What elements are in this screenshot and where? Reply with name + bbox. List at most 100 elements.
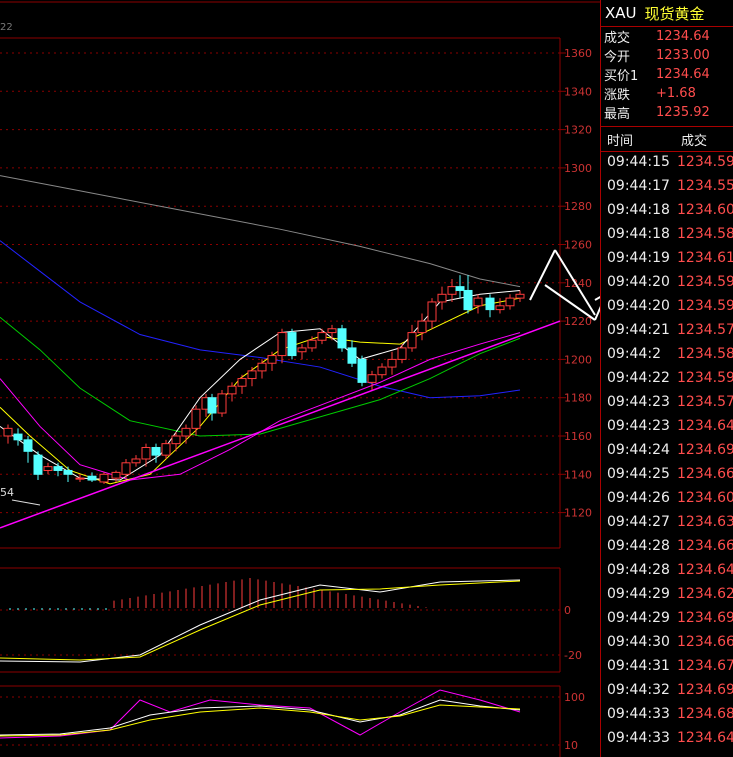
- quote-panel: XAU 现货黄金 成交 1234.64 今开 1233.00 买价1 1234.64 涨跌 +…: [600, 0, 733, 757]
- candle-body: [447, 286, 457, 295]
- tick-row[interactable]: 09:44:18 1234.58: [607, 222, 733, 246]
- tick-row[interactable]: 09:44:25 1234.66: [607, 462, 733, 486]
- price-axis-label: 1200: [564, 353, 592, 366]
- tick-time: 09:44:32: [607, 682, 670, 698]
- quote-row-value: 1233.00: [656, 48, 710, 63]
- candle-body: [33, 454, 43, 475]
- tick-time: 09:44:20: [607, 274, 670, 290]
- tick-row[interactable]: 09:44:28 1234.66: [607, 534, 733, 558]
- candle-body: [87, 475, 97, 481]
- ticks-header-time: 时间: [607, 133, 634, 149]
- tick-row[interactable]: 09:44:15 1234.59: [607, 150, 733, 174]
- ma20-line: [0, 332, 521, 481]
- ma10-line: [0, 297, 521, 485]
- candle-body: [23, 439, 33, 452]
- candle-body: [267, 355, 277, 364]
- kline-chart-area[interactable]: 22 1360 1340 1320 1300 1280 1260 1240 1220 1200 1…: [0, 0, 600, 757]
- tick-row[interactable]: 09:44:23 1234.57: [607, 390, 733, 414]
- ma120-line: [0, 175, 521, 288]
- tick-row[interactable]: 09:44:27 1234.63: [607, 510, 733, 534]
- candle-body: [417, 320, 427, 334]
- candle-body: [227, 385, 237, 395]
- tick-row[interactable]: 09:44:31 1234.67: [607, 654, 733, 678]
- tick-time: 09:44:29: [607, 610, 670, 626]
- tick-row[interactable]: 09:44:19 1234.61: [607, 246, 733, 270]
- price-axis-label: 1300: [564, 162, 592, 175]
- candle-body: [247, 370, 257, 380]
- tick-row[interactable]: 09:44:17 1234.55: [607, 174, 733, 198]
- candle-body: [75, 477, 85, 480]
- tick-row[interactable]: 09:44:33 1234.68: [607, 702, 733, 726]
- candle-body: [207, 397, 217, 414]
- tick-row[interactable]: 09:44:20 1234.59: [607, 294, 733, 318]
- tick-price: 1234.59: [677, 370, 733, 386]
- candle-body: [327, 328, 337, 334]
- candle-body: [397, 347, 407, 360]
- ticks-header-price: 成交: [681, 133, 708, 149]
- quote-row: 成交 1234.64: [601, 27, 733, 46]
- tick-time: 09:44:29: [607, 586, 670, 602]
- tick-price: 1234.55: [677, 178, 733, 194]
- kdj-axis-label: 10: [564, 739, 578, 752]
- candle-body: [437, 293, 447, 303]
- tick-row[interactable]: 09:44:24 1234.69: [607, 438, 733, 462]
- tick-row[interactable]: 09:44:20 1234.59: [607, 270, 733, 294]
- quote-row: 涨跌 +1.68: [601, 84, 733, 103]
- candle-body: [277, 332, 287, 357]
- tick-time: 09:44:28: [607, 562, 670, 578]
- tick-row[interactable]: 09:44:30 1234.66: [607, 630, 733, 654]
- annotation-arrow: [554, 249, 596, 316]
- kline-chart-svg[interactable]: 1360 1340 1320 1300 1280 1260 1240 1220 1200 1180…: [0, 0, 600, 757]
- candle-body: [347, 347, 357, 364]
- tick-price: 1234.64: [677, 418, 733, 434]
- tick-time: 09:44:19: [607, 250, 670, 266]
- tick-row[interactable]: 09:44:23 1234.64: [607, 414, 733, 438]
- tick-time: 09:44:33: [607, 706, 670, 722]
- candle-body: [473, 297, 483, 307]
- tick-row[interactable]: 09:44:33 1234.64: [607, 726, 733, 750]
- tick-time: 09:44:20: [607, 298, 670, 314]
- price-axis-label: 1320: [564, 124, 592, 137]
- tick-time: 09:44:25: [607, 466, 670, 482]
- tick-time: 09:44:24: [607, 442, 670, 458]
- candle-body: [357, 358, 367, 383]
- low-price-pointer: [11, 499, 41, 506]
- candle-body: [387, 358, 397, 368]
- tick-row[interactable]: 09:44:28 1234.64: [607, 558, 733, 582]
- candle-body: [407, 332, 417, 349]
- tick-price: 1234.59: [677, 154, 733, 170]
- tick-price: 1234.66: [677, 538, 733, 554]
- tick-price: 1234.60: [677, 490, 733, 506]
- price-axis-label: 1120: [564, 507, 592, 520]
- tick-price: 1234.59: [677, 274, 733, 290]
- price-axis-label: 1220: [564, 315, 592, 328]
- tick-price: 1234.64: [677, 730, 733, 746]
- tick-price: 1234.66: [677, 466, 733, 482]
- tick-price: 1234.58: [677, 346, 733, 362]
- macd-axis-label: 0: [564, 604, 571, 617]
- candle-body: [297, 347, 307, 353]
- candle-body: [307, 339, 317, 349]
- tick-list[interactable]: 09:44:15 1234.59 09:44:17 1234.55 09:44:18 12…: [607, 150, 733, 750]
- quote-row-label: 成交: [604, 31, 631, 46]
- price-axis-label: 1280: [564, 200, 592, 213]
- tick-row[interactable]: 09:44:29 1234.62: [607, 582, 733, 606]
- annotation-arrow: [594, 305, 600, 321]
- quote-stats: 成交 1234.64 今开 1233.00 买价1 1234.64 涨跌 +1.68 最高 123…: [601, 27, 733, 122]
- price-axis-label: 1260: [564, 239, 592, 252]
- tick-row[interactable]: 09:44:26 1234.60: [607, 486, 733, 510]
- kdj-axis-label: 100: [564, 691, 585, 704]
- candle-body: [181, 427, 191, 437]
- tick-row[interactable]: 09:44:29 1234.69: [607, 606, 733, 630]
- tick-row[interactable]: 09:44:21 1234.57: [607, 318, 733, 342]
- tick-price: 1234.58: [677, 226, 733, 242]
- tick-row[interactable]: 09:44:32 1234.69: [607, 678, 733, 702]
- tick-time: 09:44:31: [607, 658, 670, 674]
- quote-row-label: 最高: [604, 107, 631, 122]
- tick-price: 1234.62: [677, 586, 733, 602]
- tick-row[interactable]: 09:44:22 1234.59: [607, 366, 733, 390]
- tick-row[interactable]: 09:44:18 1234.60: [607, 198, 733, 222]
- tick-row[interactable]: 09:44:2 1234.58: [607, 342, 733, 366]
- annotation-arrow: [529, 249, 556, 301]
- candle-body: [3, 427, 13, 437]
